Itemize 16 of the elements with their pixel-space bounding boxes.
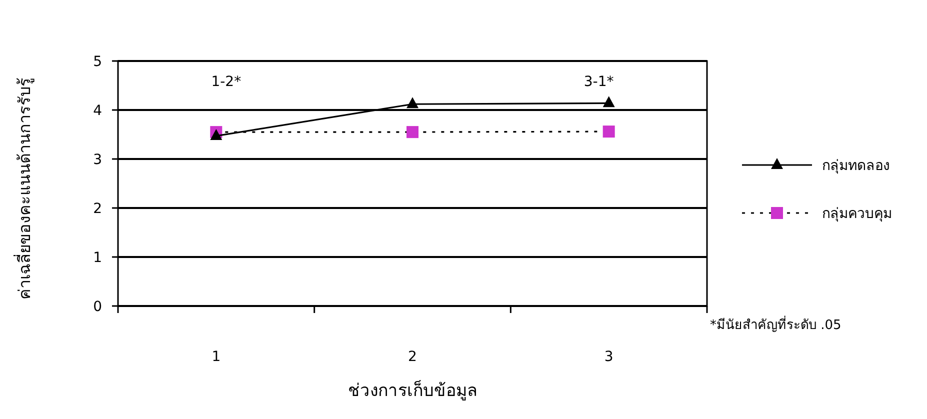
x-tick-label: 2 (408, 349, 417, 365)
y-tick-label: 5 (93, 54, 102, 70)
x-axis-title: ช่วงการเก็บข้อมูล (348, 379, 477, 401)
x-tick-label: 3 (604, 349, 614, 365)
legend-label: กลุ่มทดลอง (822, 158, 890, 174)
y-tick-label: 2 (93, 201, 102, 217)
annotation: 1-2* (211, 74, 242, 90)
y-tick-label: 4 (93, 103, 102, 119)
y-tick-label: 0 (93, 299, 102, 315)
annotation: 3-1* (584, 74, 614, 90)
legend-label: กลุ่มควบคุม (822, 206, 892, 222)
text: *มีนัยสำคัญที่ระดับ .05 (710, 316, 842, 333)
y-tick-label: 3 (93, 152, 102, 168)
y-axis-title: ค่าเฉลี่ยของคะแนนด้านการรับรู้ (13, 78, 35, 300)
x-tick-label: 1 (212, 349, 221, 365)
y-tick-label: 1 (93, 250, 102, 266)
